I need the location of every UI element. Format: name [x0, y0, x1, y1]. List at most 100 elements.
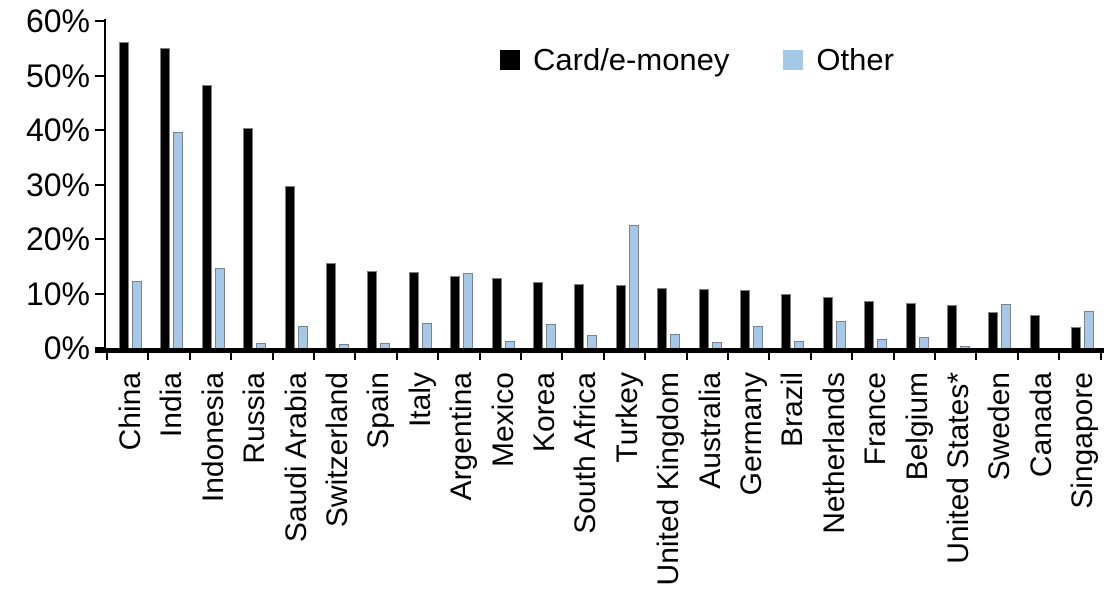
y-axis-label-10: 10% [25, 275, 90, 312]
bar-other-france [877, 339, 888, 348]
y-axis-label-30: 30% [25, 166, 90, 203]
x-axis-label-korea: Korea [528, 372, 561, 453]
x-axis-category-tick [188, 352, 191, 360]
bar-other-mexico [504, 340, 515, 348]
x-axis-label-argentina: Argentina [445, 372, 479, 501]
bar-other-korea [546, 324, 556, 348]
bar-card-e-money-spain [367, 270, 378, 348]
y-axis-label-50: 50% [25, 57, 90, 94]
x-axis-category-tick [892, 352, 895, 360]
bar-other-australia [711, 342, 722, 348]
bar-other-argentina [463, 272, 474, 348]
y-axis-label-40: 40% [25, 112, 90, 148]
x-axis-label-saudi-arabia: Saudi Arabia [279, 372, 313, 543]
legend-label-card-e-money: Card/e-money [533, 42, 730, 77]
x-axis-category-tick [768, 352, 771, 360]
y-axis-label-0: 0% [43, 330, 90, 366]
legend: Card/e-money Other [500, 42, 894, 78]
bar-other-united-states [960, 345, 970, 348]
x-axis-label-belgium: Belgium [900, 372, 934, 481]
bar-card-e-money-united-states [947, 304, 957, 348]
bar-other-brazil [794, 341, 805, 348]
x-axis-category-tick [106, 352, 108, 360]
bar-card-e-money-italy [408, 271, 419, 348]
x-axis-category-tick [437, 352, 440, 360]
bar-card-e-money-canada [1029, 314, 1040, 348]
bar-card-e-money-belgium [905, 303, 916, 348]
x-axis-category-tick [644, 352, 647, 360]
x-axis-category-tick [809, 352, 812, 360]
x-axis-label-germany: Germany [735, 372, 768, 496]
bar-card-e-money-australia [698, 289, 709, 348]
bar-card-e-money-china [119, 41, 129, 348]
bar-other-russia [256, 342, 267, 348]
bar-card-e-money-netherlands [822, 297, 833, 348]
bar-other-spain [380, 342, 391, 348]
x-axis-label-spain: Spain [362, 372, 396, 449]
bar-other-germany [753, 326, 763, 348]
bar-card-e-money-germany [740, 290, 750, 348]
legend-item-card-e-money: Card/e-money [500, 42, 729, 78]
x-axis-label-united-states: United States* [942, 372, 975, 564]
y-axis-label-20: 20% [25, 221, 90, 257]
bar-card-e-money-united-kingdom [657, 288, 668, 348]
bar-card-e-money-russia [243, 127, 254, 348]
bar-card-e-money-turkey [615, 284, 626, 348]
x-axis-category-tick [975, 352, 978, 360]
x-axis-category-tick [147, 352, 150, 360]
x-axis-label-indonesia: Indonesia [196, 372, 230, 503]
bar-card-e-money-sweden [988, 312, 999, 348]
x-axis-label-singapore: Singapore [1066, 372, 1100, 509]
bar-card-e-money-indonesia [201, 85, 212, 348]
y-axis-tick-60 [95, 20, 105, 22]
x-axis-category-tick [685, 352, 688, 360]
y-axis-label-60: 60% [25, 3, 90, 39]
x-axis-label-italy: Italy [403, 372, 437, 428]
bar-other-italy [421, 322, 432, 348]
bar-other-china [132, 280, 142, 348]
bar-card-e-money-argentina [450, 275, 461, 348]
x-axis-category-tick [561, 352, 564, 360]
bar-card-e-money-saudi-arabia [284, 185, 295, 348]
y-axis-line [104, 19, 106, 349]
bar-card-e-money-korea [533, 281, 543, 348]
bar-other-singapore [1084, 311, 1095, 348]
x-axis-label-united-kingdom: United Kingdom [652, 372, 686, 586]
x-axis-category-tick [851, 352, 854, 360]
x-axis-category-tick [934, 352, 936, 360]
x-axis-label-south-africa: South Africa [569, 372, 603, 534]
bar-card-e-money-switzerland [326, 262, 336, 348]
legend-label-other: Other [816, 42, 894, 77]
bar-other-sweden [1001, 303, 1012, 348]
x-axis-category-tick [1058, 352, 1061, 360]
bar-other-switzerland [339, 343, 349, 348]
x-axis-category-tick [1099, 352, 1102, 360]
x-axis-label-turkey: Turkey [610, 372, 644, 463]
bar-card-e-money-france [864, 301, 875, 348]
x-axis-label-china: China [114, 372, 147, 451]
x-axis-category-tick [230, 352, 233, 360]
x-axis-label-netherlands: Netherlands [817, 372, 851, 534]
bar-card-e-money-brazil [781, 293, 792, 348]
x-axis-label-france: France [859, 372, 893, 466]
x-axis-category-tick [395, 352, 398, 360]
x-axis-category-tick [313, 352, 315, 360]
bar-other-saudi-arabia [297, 326, 308, 348]
x-axis-category-tick [727, 352, 729, 360]
x-axis-category-tick [478, 352, 481, 360]
bar-other-belgium [918, 336, 929, 348]
bar-other-south-africa [587, 335, 598, 348]
y-axis-tick-10 [95, 292, 105, 295]
bar-other-united-kingdom [670, 334, 681, 348]
x-axis-label-sweden: Sweden [983, 372, 1017, 481]
y-axis-tick-50 [95, 74, 105, 77]
x-axis-label-mexico: Mexico [486, 372, 520, 468]
x-axis-line [95, 348, 1104, 353]
x-axis-category-tick [602, 352, 605, 360]
y-axis-tick-30 [95, 183, 105, 186]
bar-other-turkey [628, 224, 639, 348]
y-axis-tick-40 [95, 129, 105, 131]
legend-swatch-card-e-money [500, 50, 520, 70]
legend-swatch-other [783, 50, 804, 70]
